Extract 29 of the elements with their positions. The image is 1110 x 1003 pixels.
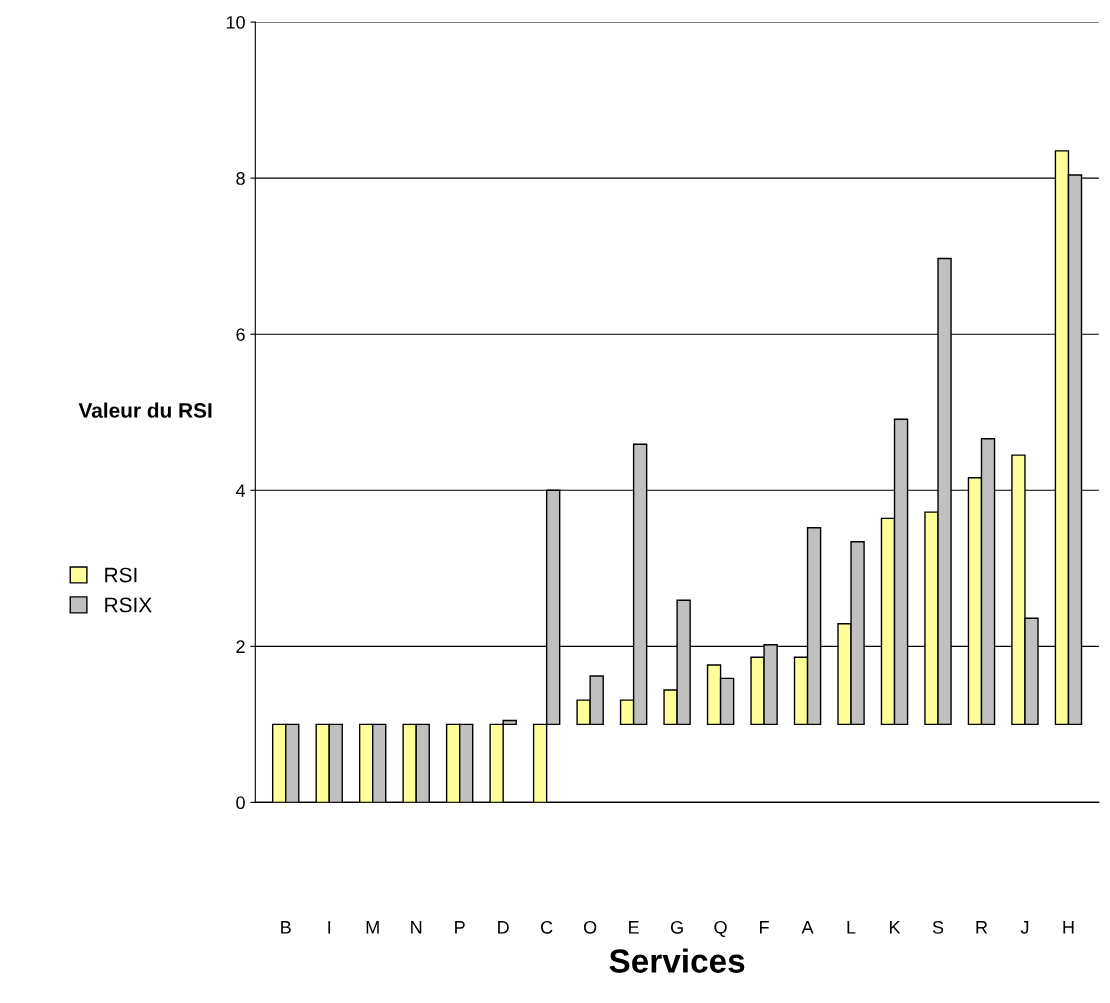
y-tick-label: 6 [236,328,245,341]
y-tick-label: 4 [235,484,246,497]
x-tick-label: M [366,921,379,934]
x-tick-label: G [670,920,683,934]
x-tick-label: I [328,921,331,934]
x-tick-label: K [889,921,901,934]
y-tick-label: 0 [236,796,245,810]
x-tick-label: O [583,920,597,934]
x-tick-label: J [1020,921,1029,934]
x-tick-label: B [281,921,291,934]
x-tick-label: P [455,921,465,934]
x-axis-title: Services [609,948,745,973]
x-tick-label: H [1063,921,1074,934]
x-tick-label: F [760,921,769,934]
legend-label: RSI [105,567,137,583]
y-tick-label: 10 [226,16,245,29]
y-tick-label: 2 [236,640,245,653]
y-tick-label: 8 [236,172,245,185]
x-tick-label: R [976,921,988,934]
legend-label: RSIX [105,597,152,613]
x-tick-label: A [801,921,814,934]
x-tick-label: N [411,921,422,934]
x-tick-label: E [629,921,639,934]
x-tick-label: S [932,920,944,934]
x-tick-label: C [541,920,553,934]
x-tick-label: Q [714,920,727,937]
x-tick-label: L [847,921,856,934]
y-axis-title: Valeur du RSI [78,402,212,418]
x-tick-label: D [498,921,509,934]
